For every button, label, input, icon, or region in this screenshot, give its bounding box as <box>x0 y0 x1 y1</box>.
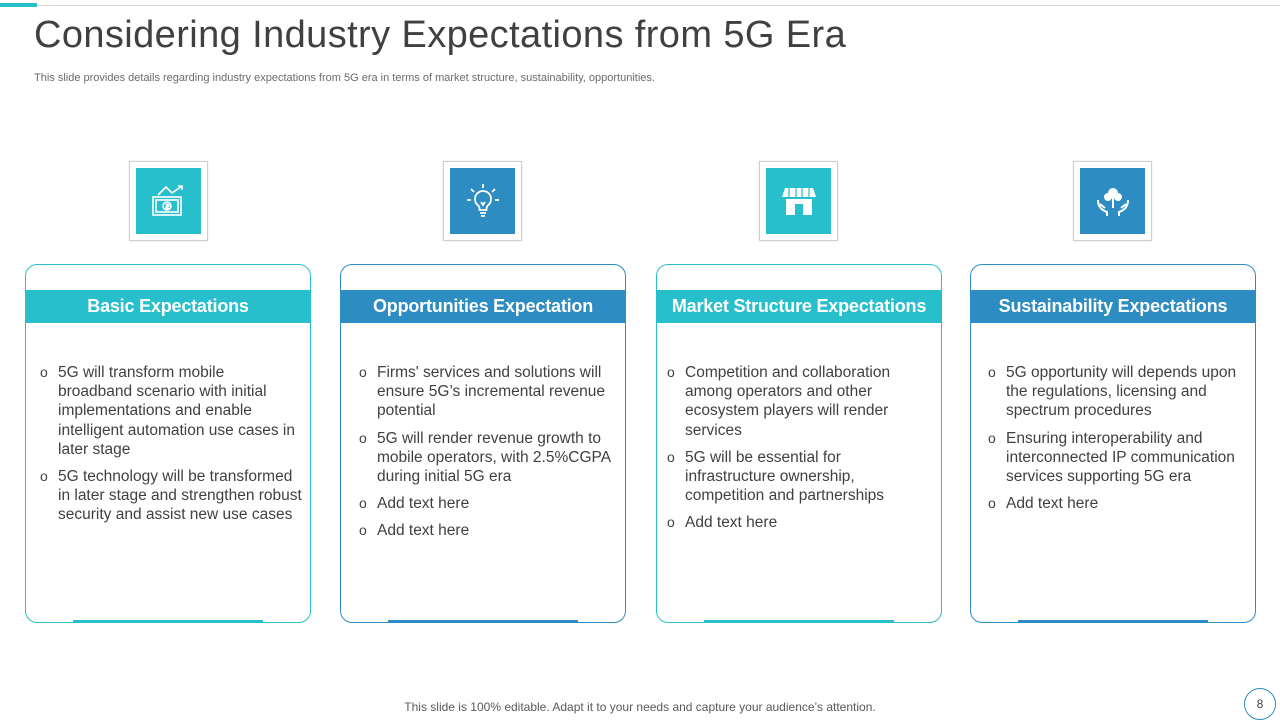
bullet-list: Firms' services and solutions will ensur… <box>359 363 621 549</box>
slide-footer: This slide is 100% editable. Adapt it to… <box>404 700 876 714</box>
icon-box-sustainability <box>1073 161 1152 241</box>
icon-box-opportunities <box>443 161 522 241</box>
card-opportunities-expectation: Opportunities Expectation Firms' service… <box>340 264 626 623</box>
list-item: Firms' services and solutions will ensur… <box>359 363 621 421</box>
page-number: 8 <box>1244 688 1276 720</box>
list-item: Ensuring interoperability and interconne… <box>988 429 1250 487</box>
slide-subtitle: This slide provides details regarding in… <box>34 72 655 84</box>
card-bottom-accent <box>388 620 578 623</box>
money-growth-icon <box>136 168 201 234</box>
card-heading: Opportunities Expectation <box>340 290 626 323</box>
storefront-icon <box>766 168 831 234</box>
list-item: Add text here <box>359 521 621 540</box>
card-heading: Market Structure Expectations <box>656 290 942 323</box>
card-heading: Sustainability Expectations <box>970 290 1256 323</box>
icon-box-basic <box>129 161 208 241</box>
slide-title: Considering Industry Expectations from 5… <box>34 14 847 56</box>
icon-box-market <box>759 161 838 241</box>
list-item: 5G will transform mobile broadband scena… <box>40 363 302 459</box>
card-bottom-accent <box>73 620 263 623</box>
bullet-list: 5G will transform mobile broadband scena… <box>40 363 302 533</box>
list-item: Add text here <box>667 513 929 532</box>
bullet-list: Competition and collaboration among oper… <box>667 363 929 541</box>
lightbulb-icon <box>450 168 515 234</box>
card-basic-expectations: Basic Expectations 5G will transform mob… <box>25 264 311 623</box>
card-bottom-accent <box>704 620 894 623</box>
card-heading: Basic Expectations <box>25 290 311 323</box>
hands-tree-icon <box>1080 168 1145 234</box>
top-divider <box>0 5 1280 6</box>
list-item: 5G technology will be transformed in lat… <box>40 467 302 525</box>
top-accent-bar <box>0 3 37 7</box>
card-sustainability-expectations: Sustainability Expectations 5G opportuni… <box>970 264 1256 623</box>
list-item: 5G will render revenue growth to mobile … <box>359 429 621 487</box>
list-item: 5G opportunity will depends upon the reg… <box>988 363 1250 421</box>
list-item: Add text here <box>988 494 1250 513</box>
list-item: Competition and collaboration among oper… <box>667 363 929 440</box>
list-item: Add text here <box>359 494 621 513</box>
card-market-structure-expectations: Market Structure Expectations Competitio… <box>656 264 942 623</box>
list-item: 5G will be essential for infrastructure … <box>667 448 929 506</box>
card-bottom-accent <box>1018 620 1208 623</box>
bullet-list: 5G opportunity will depends upon the reg… <box>988 363 1250 521</box>
